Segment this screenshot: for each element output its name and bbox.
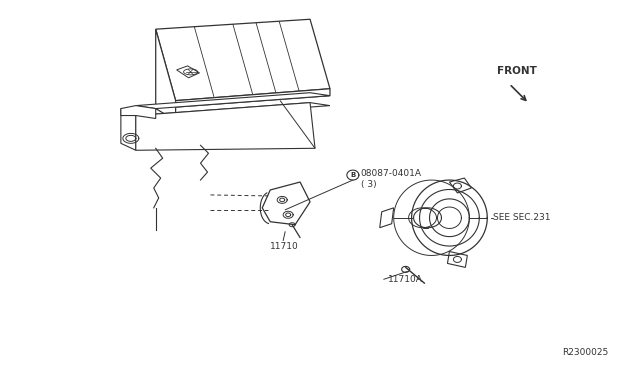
Text: 08087-0401A: 08087-0401A xyxy=(361,169,422,177)
Polygon shape xyxy=(121,106,156,119)
Text: SEE SEC.231: SEE SEC.231 xyxy=(493,213,551,222)
Polygon shape xyxy=(380,208,394,228)
Polygon shape xyxy=(156,19,330,101)
Polygon shape xyxy=(449,178,471,193)
Polygon shape xyxy=(156,29,175,121)
Polygon shape xyxy=(121,109,136,150)
Polygon shape xyxy=(136,103,330,119)
Polygon shape xyxy=(262,182,310,225)
Text: 11710: 11710 xyxy=(270,241,299,251)
Text: R2300025: R2300025 xyxy=(563,348,609,357)
Text: 11710A: 11710A xyxy=(388,275,422,284)
Polygon shape xyxy=(156,89,330,109)
Text: FRONT: FRONT xyxy=(497,66,537,76)
Text: ( 3): ( 3) xyxy=(361,180,376,189)
Polygon shape xyxy=(447,251,467,267)
Polygon shape xyxy=(177,66,200,78)
Polygon shape xyxy=(136,103,315,150)
Text: B: B xyxy=(350,172,355,178)
Polygon shape xyxy=(136,93,330,109)
